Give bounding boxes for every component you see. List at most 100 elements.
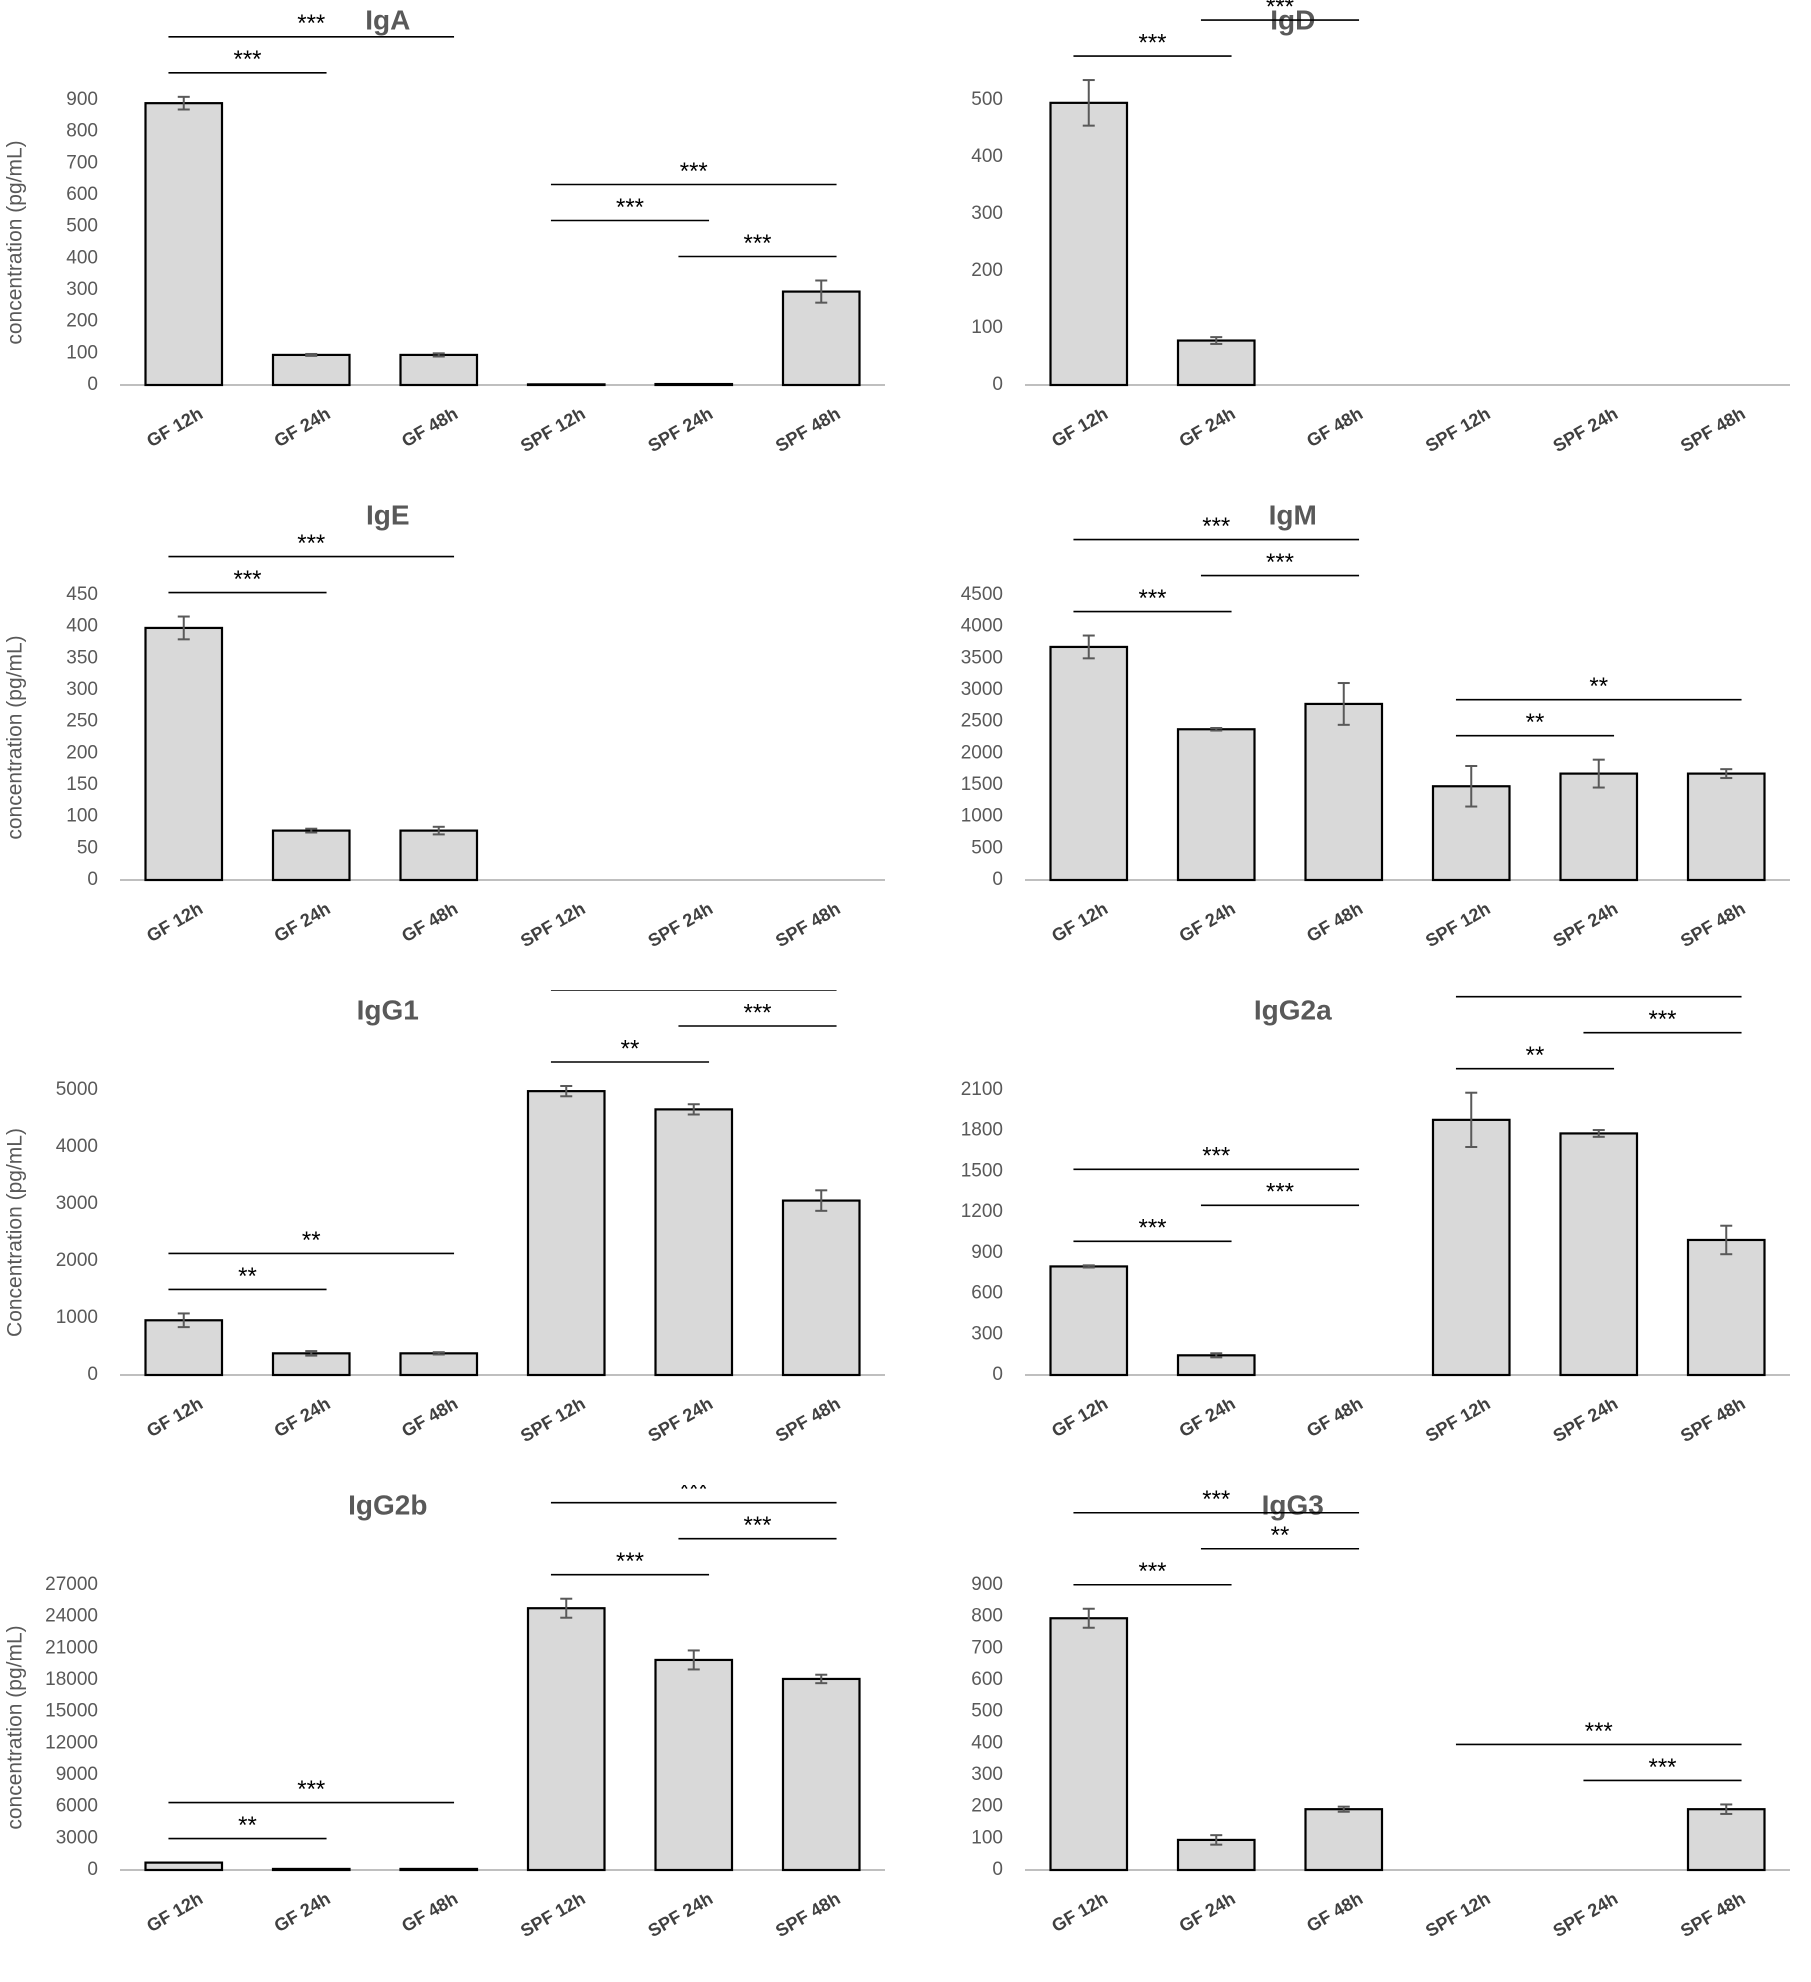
y-tick-label: 700 bbox=[971, 1637, 1003, 1658]
significance-label: *** bbox=[1585, 990, 1613, 997]
bar bbox=[1176, 728, 1256, 882]
chart-title: IgG2b bbox=[348, 1489, 427, 1520]
y-tick-label: 250 bbox=[66, 711, 98, 732]
y-tick-label: 1200 bbox=[961, 1201, 1003, 1222]
y-tick-label: 200 bbox=[66, 311, 98, 332]
chart: IgG1 Concentration (pg/mL) 0 1000 2000 3000 40… bbox=[4, 990, 885, 1446]
x-tick-label: SPF 24h bbox=[1550, 1393, 1622, 1446]
y-axis-label: concentration (pg/mL) bbox=[4, 635, 27, 839]
y-tick-label: 21000 bbox=[45, 1637, 98, 1658]
y-tick-label: 9000 bbox=[56, 1764, 98, 1785]
chart-title: IgM bbox=[1269, 499, 1317, 530]
bar bbox=[144, 1319, 224, 1377]
significance-label: *** bbox=[1138, 1558, 1166, 1585]
significance-label: *** bbox=[1266, 0, 1294, 20]
bar bbox=[1049, 645, 1129, 882]
significance-label: ** bbox=[1271, 1522, 1290, 1549]
bar bbox=[1686, 1808, 1766, 1872]
x-tick-label: SPF 48h bbox=[1677, 1393, 1749, 1446]
y-tick-label: 2000 bbox=[961, 742, 1003, 763]
chart-title: IgG1 bbox=[357, 994, 419, 1025]
significance-label: *** bbox=[1138, 585, 1166, 612]
significance-label: ** bbox=[302, 1227, 321, 1254]
bar bbox=[526, 383, 606, 387]
x-tick-label: SPF 48h bbox=[1677, 898, 1749, 951]
y-tick-label: 500 bbox=[971, 837, 1003, 858]
y-tick-label: 100 bbox=[971, 1827, 1003, 1848]
y-tick-label: 900 bbox=[971, 1574, 1003, 1595]
y-tick-label: 18000 bbox=[45, 1669, 98, 1690]
x-tick-label: SPF 48h bbox=[772, 403, 844, 456]
y-tick-label: 200 bbox=[66, 742, 98, 763]
significance-label: *** bbox=[616, 194, 644, 221]
significance-label: *** bbox=[1648, 1006, 1676, 1033]
y-tick-label: 400 bbox=[66, 616, 98, 637]
x-tick-label: GF 48h bbox=[398, 403, 461, 451]
y-tick-label: 27000 bbox=[45, 1574, 98, 1595]
bar bbox=[654, 382, 734, 387]
x-tick-label: GF 48h bbox=[398, 1393, 461, 1441]
chart: IgA concentration (pg/mL) 0 100 200 300 400 500… bbox=[4, 4, 885, 456]
bar bbox=[399, 829, 479, 882]
y-tick-label: 2100 bbox=[961, 1079, 1003, 1100]
significance-label: *** bbox=[743, 230, 771, 257]
y-tick-label: 3500 bbox=[961, 647, 1003, 668]
significance-label: *** bbox=[233, 566, 261, 593]
bar bbox=[144, 102, 224, 387]
y-tick-label: 0 bbox=[992, 374, 1003, 395]
x-tick-label: GF 12h bbox=[1048, 898, 1111, 946]
y-tick-label: 0 bbox=[87, 374, 98, 395]
significance-label: *** bbox=[1138, 29, 1166, 56]
y-tick-label: 500 bbox=[971, 89, 1003, 110]
y-tick-label: 400 bbox=[971, 1732, 1003, 1753]
x-tick-label: GF 24h bbox=[1176, 898, 1239, 946]
y-tick-label: 6000 bbox=[56, 1796, 98, 1817]
bar bbox=[399, 1867, 479, 1872]
chart-title: IgE bbox=[366, 499, 410, 530]
bar bbox=[1176, 339, 1256, 387]
x-tick-label: SPF 12h bbox=[1422, 898, 1494, 951]
y-tick-label: 0 bbox=[992, 1859, 1003, 1880]
bar bbox=[1049, 1617, 1129, 1872]
significance-label: *** bbox=[1648, 1754, 1676, 1781]
y-tick-label: 400 bbox=[66, 247, 98, 268]
significance-label: *** bbox=[743, 999, 771, 1026]
x-tick-label: SPF 48h bbox=[772, 1888, 844, 1941]
significance-label: *** bbox=[743, 1512, 771, 1539]
x-tick-label: GF 24h bbox=[1176, 1888, 1239, 1936]
significance-label: *** bbox=[233, 46, 261, 73]
x-tick-label: SPF 12h bbox=[517, 1393, 589, 1446]
x-tick-label: GF 24h bbox=[271, 1888, 334, 1936]
y-tick-label: 2500 bbox=[961, 711, 1003, 732]
significance-label: *** bbox=[616, 1548, 644, 1575]
bar bbox=[271, 1867, 351, 1872]
significance-label: ** bbox=[621, 1035, 640, 1062]
y-tick-label: 500 bbox=[971, 1701, 1003, 1722]
bar bbox=[781, 1199, 861, 1377]
x-tick-label: GF 12h bbox=[143, 1393, 206, 1441]
x-tick-label: GF 24h bbox=[1176, 1393, 1239, 1441]
significance-label: ** bbox=[238, 1812, 257, 1839]
y-tick-label: 15000 bbox=[45, 1701, 98, 1722]
significance-label: ** bbox=[1526, 709, 1545, 736]
y-tick-label: 3000 bbox=[961, 679, 1003, 700]
y-tick-label: 1500 bbox=[961, 1160, 1003, 1181]
y-tick-label: 300 bbox=[66, 279, 98, 300]
x-tick-label: GF 12h bbox=[143, 403, 206, 451]
y-tick-label: 4000 bbox=[56, 1136, 98, 1157]
y-axis-label: concentration (pg/mL) bbox=[4, 1625, 27, 1829]
significance-label: *** bbox=[1202, 1486, 1230, 1513]
significance-label: *** bbox=[1266, 549, 1294, 576]
y-tick-label: 3000 bbox=[56, 1193, 98, 1214]
y-tick-label: 600 bbox=[971, 1283, 1003, 1304]
y-tick-label: 0 bbox=[992, 1364, 1003, 1385]
bar bbox=[399, 353, 479, 387]
bar bbox=[1686, 1238, 1766, 1377]
x-tick-label: SPF 24h bbox=[645, 1393, 717, 1446]
bar bbox=[1559, 1132, 1639, 1377]
y-tick-label: 350 bbox=[66, 647, 98, 668]
y-tick-label: 900 bbox=[971, 1242, 1003, 1263]
chart: IgG3 0 100 200 300 400 500 600 700 800 900 GF 12h GF… bbox=[971, 1486, 1790, 1941]
x-tick-label: SPF 24h bbox=[1550, 1888, 1622, 1941]
